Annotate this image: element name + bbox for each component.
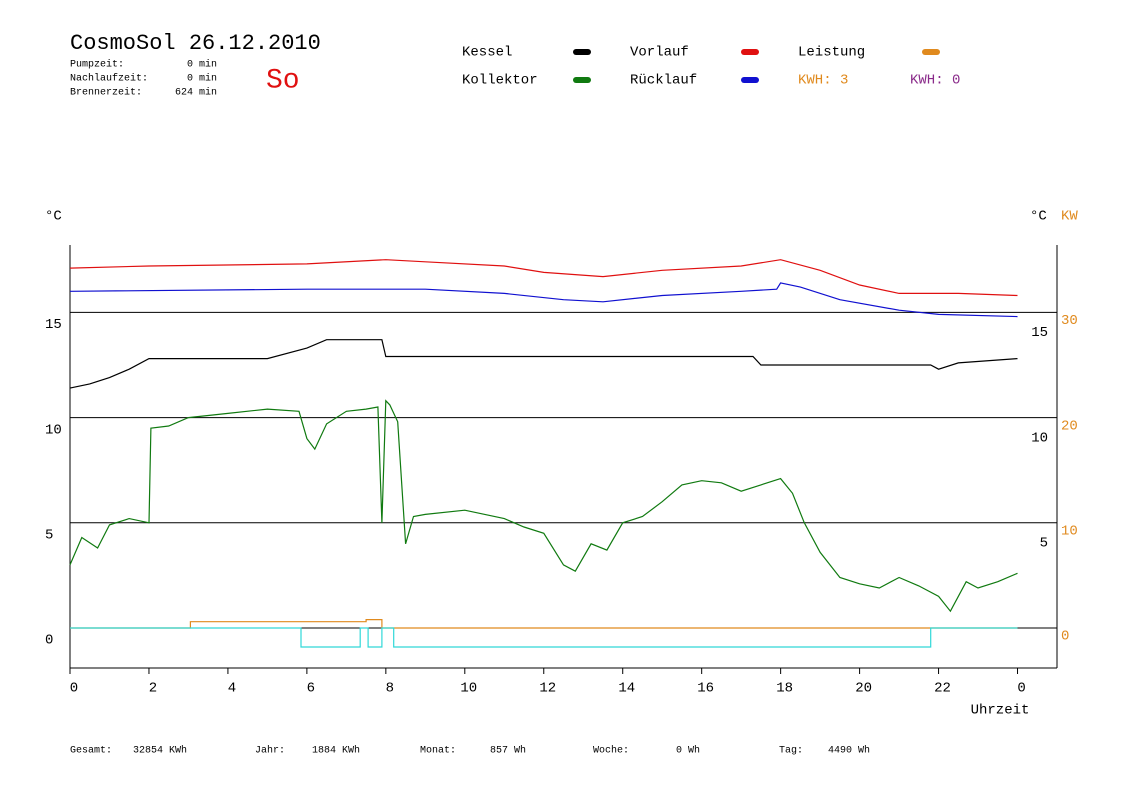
kwh-label: KWH: 0 — [910, 73, 960, 89]
x-tick-label: 8 — [386, 681, 394, 697]
stat-value: 0 min — [187, 59, 217, 71]
x-tick-label: 14 — [618, 681, 635, 697]
x-tick-label: 0 — [70, 681, 78, 697]
x-tick-label: 10 — [460, 681, 477, 697]
y2-celsius-label: 5 — [1040, 535, 1048, 551]
x-tick-label: 18 — [776, 681, 793, 697]
series-line — [69, 282, 1018, 318]
stat-label: Brennerzeit: — [70, 87, 142, 99]
kwh-label: KWH: 3 — [798, 73, 848, 89]
legend-label: Kessel — [462, 45, 512, 61]
stat-value: 624 min — [175, 87, 217, 99]
footer-value: 4490 Wh — [828, 745, 870, 757]
legend-label: Leistung — [798, 45, 865, 61]
series-line — [69, 399, 1018, 613]
y-tick-label: 15 — [45, 317, 62, 333]
x-axis-label: Uhrzeit — [971, 703, 1030, 719]
footer-label: Tag: — [779, 746, 803, 757]
footer-value: 857 Wh — [490, 745, 526, 757]
x-tick-label: 16 — [697, 681, 714, 697]
x-tick-label: 12 — [539, 681, 556, 697]
footer-value: 32854 KWh — [133, 745, 187, 757]
series-line — [69, 259, 1018, 297]
y-tick-label: 5 — [45, 527, 53, 543]
y2-tick-label: 0 — [1061, 629, 1069, 645]
y2-celsius-label: 10 — [1031, 430, 1048, 446]
footer-label: Gesamt: — [70, 746, 112, 757]
series-line — [70, 619, 1018, 629]
y-tick-label: 10 — [45, 422, 62, 438]
y-axis-label: °C — [45, 209, 62, 225]
x-tick-label: 0 — [1017, 681, 1025, 697]
footer-value: 0 Wh — [676, 745, 700, 757]
legend-label: Kollektor — [462, 73, 538, 89]
weekday: So — [266, 65, 300, 96]
footer-label: Jahr: — [255, 745, 285, 757]
y2-celsius-label: 15 — [1031, 325, 1048, 341]
legend-label: Vorlauf — [630, 45, 689, 61]
footer-value: 1884 KWh — [312, 745, 360, 757]
footer-label: Woche: — [593, 745, 629, 757]
series-line — [69, 339, 1018, 389]
y2-tick-label: 20 — [1061, 418, 1078, 434]
y2-axis-label: °C — [1030, 209, 1047, 225]
y2-tick-label: 30 — [1061, 313, 1078, 329]
series-line — [70, 627, 1018, 648]
x-tick-label: 6 — [307, 681, 315, 697]
legend-label: Rücklauf — [630, 73, 697, 89]
y2-tick-label: 10 — [1061, 523, 1078, 539]
stat-value: 0 min — [187, 73, 217, 85]
footer-label: Monat: — [420, 746, 456, 757]
chart-title: CosmoSol 26.12.2010 — [70, 31, 321, 56]
y-tick-label: 0 — [45, 633, 53, 649]
y2-unit: KW — [1061, 209, 1078, 225]
x-tick-label: 2 — [149, 681, 157, 697]
x-tick-label: 20 — [855, 681, 872, 697]
stat-label: Pumpzeit: — [70, 59, 124, 71]
x-tick-label: 22 — [934, 681, 951, 697]
stat-label: Nachlaufzeit: — [70, 73, 148, 85]
x-tick-label: 4 — [228, 681, 236, 697]
